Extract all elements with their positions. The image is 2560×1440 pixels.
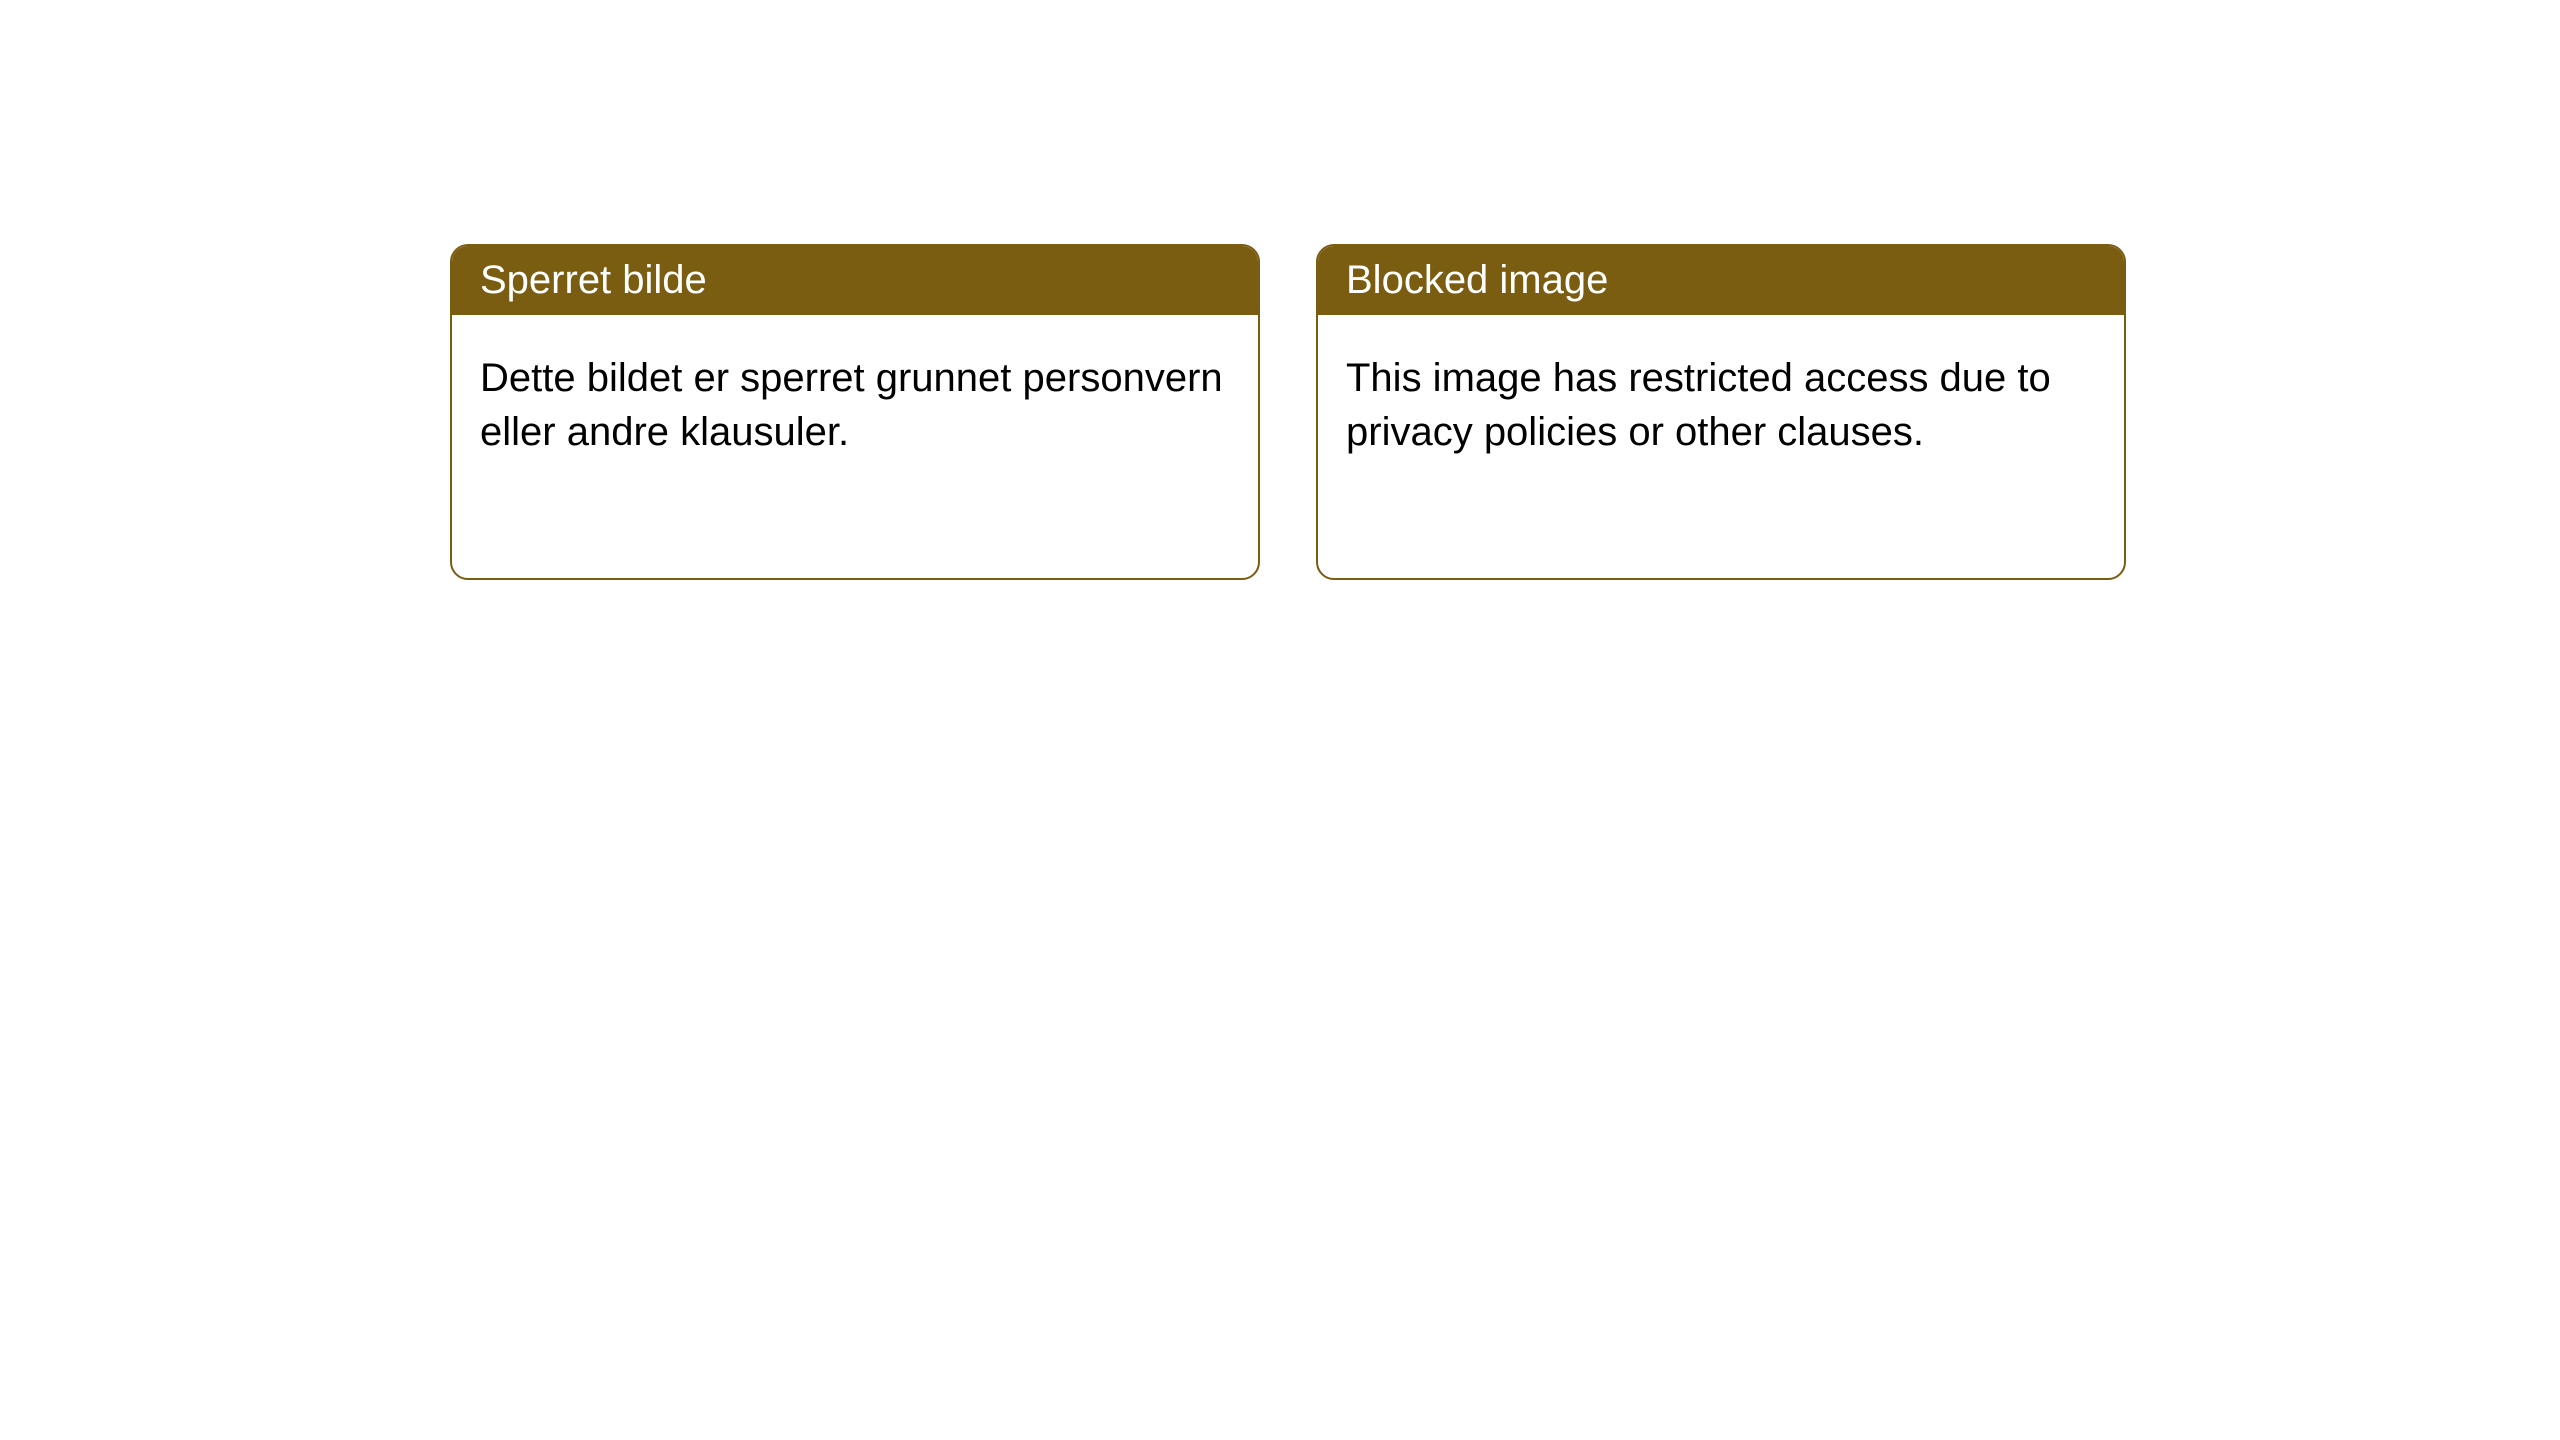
notice-card-title-no: Sperret bilde	[452, 246, 1258, 315]
notice-card-en: Blocked image This image has restricted …	[1316, 244, 2126, 580]
notice-card-body-en: This image has restricted access due to …	[1318, 315, 2124, 495]
notice-card-row: Sperret bilde Dette bildet er sperret gr…	[0, 0, 2560, 580]
notice-card-body-no: Dette bildet er sperret grunnet personve…	[452, 315, 1258, 495]
notice-card-no: Sperret bilde Dette bildet er sperret gr…	[450, 244, 1260, 580]
notice-card-title-en: Blocked image	[1318, 246, 2124, 315]
